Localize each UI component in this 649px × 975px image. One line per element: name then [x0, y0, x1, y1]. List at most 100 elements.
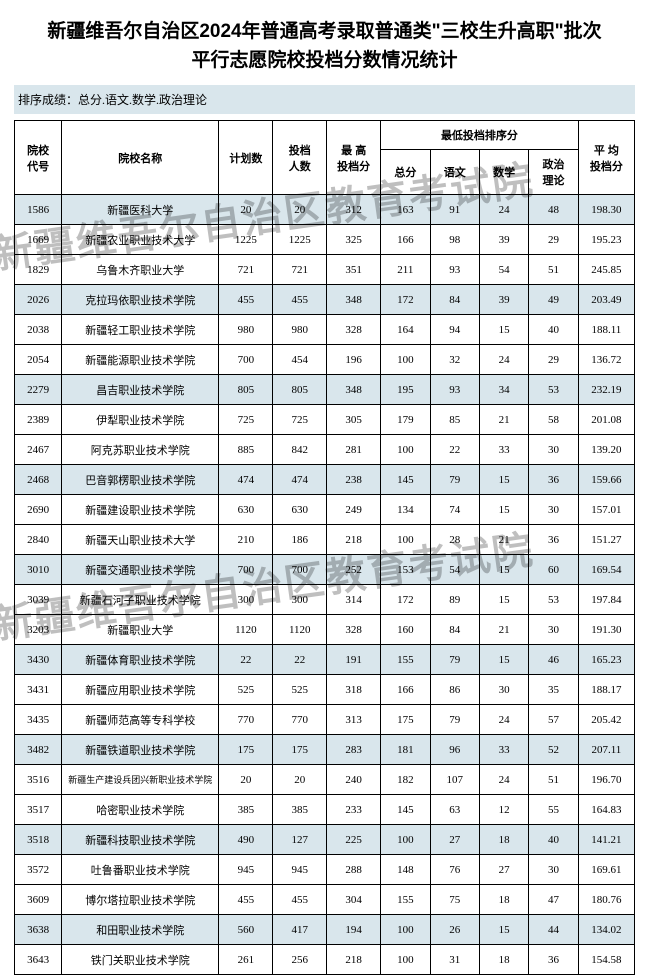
cell-code: 3203: [15, 615, 62, 645]
cell-max: 351: [327, 255, 381, 285]
th-math: 数学: [479, 150, 528, 195]
table-row: 2026克拉玛依职业技术学院455455348172843949203.49: [15, 285, 635, 315]
cell-plan: 210: [219, 525, 273, 555]
table-head: 院校代号 院校名称 计划数 投档人数 最 高投档分 最低投档排序分 平 均投档分…: [15, 121, 635, 195]
cell-max: 328: [327, 315, 381, 345]
cell-avg: 180.76: [578, 885, 634, 915]
cell-max: 348: [327, 375, 381, 405]
cell-math: 21: [479, 405, 528, 435]
cell-chinese: 22: [430, 435, 479, 465]
cell-avg: 201.08: [578, 405, 634, 435]
cell-plan: 560: [219, 915, 273, 945]
cell-plan: 700: [219, 555, 273, 585]
th-low-group: 最低投档排序分: [381, 121, 579, 150]
cell-total: 195: [381, 375, 430, 405]
cell-avg: 151.27: [578, 525, 634, 555]
cell-plan: 385: [219, 795, 273, 825]
cell-math: 15: [479, 585, 528, 615]
cell-total: 182: [381, 765, 430, 795]
cell-politics: 51: [529, 765, 578, 795]
cell-politics: 35: [529, 675, 578, 705]
cell-chinese: 86: [430, 675, 479, 705]
cell-plan: 490: [219, 825, 273, 855]
cell-chinese: 96: [430, 735, 479, 765]
cell-code: 2690: [15, 495, 62, 525]
cell-cast: 127: [273, 825, 327, 855]
cell-cast: 20: [273, 765, 327, 795]
cell-max: 314: [327, 585, 381, 615]
cell-max: 252: [327, 555, 381, 585]
cell-chinese: 84: [430, 615, 479, 645]
cell-max: 249: [327, 495, 381, 525]
table-body: 1586新疆医科大学2020312163912448198.301669新疆农业…: [15, 195, 635, 975]
cell-math: 33: [479, 435, 528, 465]
cell-code: 3516: [15, 765, 62, 795]
cell-chinese: 76: [430, 855, 479, 885]
cell-avg: 232.19: [578, 375, 634, 405]
cell-max: 218: [327, 525, 381, 555]
cell-math: 24: [479, 765, 528, 795]
cell-max: 191: [327, 645, 381, 675]
cell-total: 181: [381, 735, 430, 765]
th-cast: 投档人数: [273, 121, 327, 195]
cell-total: 160: [381, 615, 430, 645]
cell-avg: 198.30: [578, 195, 634, 225]
cell-politics: 36: [529, 945, 578, 975]
cell-avg: 165.23: [578, 645, 634, 675]
cell-math: 18: [479, 945, 528, 975]
cell-chinese: 28: [430, 525, 479, 555]
table-row: 3638和田职业技术学院560417194100261544134.02: [15, 915, 635, 945]
cell-politics: 53: [529, 585, 578, 615]
cell-plan: 980: [219, 315, 273, 345]
cell-cast: 700: [273, 555, 327, 585]
cell-cast: 721: [273, 255, 327, 285]
cell-avg: 197.84: [578, 585, 634, 615]
cell-math: 24: [479, 345, 528, 375]
cell-math: 15: [479, 495, 528, 525]
cell-chinese: 54: [430, 555, 479, 585]
cell-politics: 30: [529, 495, 578, 525]
title-line-1: 新疆维吾尔自治区2024年普通高考录取普通类"三校生升高职"批次: [47, 21, 601, 42]
cell-cast: 1120: [273, 615, 327, 645]
cell-math: 33: [479, 735, 528, 765]
cell-name: 新疆建设职业技术学院: [62, 495, 219, 525]
cell-avg: 154.58: [578, 945, 634, 975]
cell-avg: 136.72: [578, 345, 634, 375]
cell-code: 1586: [15, 195, 62, 225]
table-row: 2389伊犁职业技术学院725725305179852158201.08: [15, 405, 635, 435]
cell-max: 240: [327, 765, 381, 795]
cell-avg: 134.02: [578, 915, 634, 945]
table-row: 3039新疆石河子职业技术学院300300314172891553197.84: [15, 585, 635, 615]
table-row: 3518新疆科技职业技术学院490127225100271840141.21: [15, 825, 635, 855]
table-row: 2054新疆能源职业技术学院700454196100322429136.72: [15, 345, 635, 375]
cell-politics: 49: [529, 285, 578, 315]
cell-math: 15: [479, 915, 528, 945]
cell-politics: 40: [529, 315, 578, 345]
table-row: 1586新疆医科大学2020312163912448198.30: [15, 195, 635, 225]
cell-politics: 29: [529, 345, 578, 375]
cell-math: 18: [479, 825, 528, 855]
cell-code: 2467: [15, 435, 62, 465]
cell-name: 新疆体育职业技术学院: [62, 645, 219, 675]
th-code: 院校代号: [15, 121, 62, 195]
cell-politics: 55: [529, 795, 578, 825]
table-row: 3643铁门关职业技术学院261256218100311836154.58: [15, 945, 635, 975]
cell-code: 3643: [15, 945, 62, 975]
cell-total: 100: [381, 435, 430, 465]
table-row: 3516新疆生产建设兵团兴新职业技术学院20202401821072451196…: [15, 765, 635, 795]
cell-total: 100: [381, 915, 430, 945]
cell-name: 新疆生产建设兵团兴新职业技术学院: [62, 765, 219, 795]
cell-total: 164: [381, 315, 430, 345]
cell-math: 18: [479, 885, 528, 915]
score-table: 院校代号 院校名称 计划数 投档人数 最 高投档分 最低投档排序分 平 均投档分…: [14, 120, 635, 975]
cell-plan: 725: [219, 405, 273, 435]
cell-cast: 256: [273, 945, 327, 975]
table-row: 3203新疆职业大学11201120328160842130191.30: [15, 615, 635, 645]
cell-politics: 53: [529, 375, 578, 405]
th-max: 最 高投档分: [327, 121, 381, 195]
cell-chinese: 84: [430, 285, 479, 315]
cell-avg: 188.17: [578, 675, 634, 705]
cell-math: 21: [479, 615, 528, 645]
cell-cast: 945: [273, 855, 327, 885]
cell-total: 145: [381, 795, 430, 825]
